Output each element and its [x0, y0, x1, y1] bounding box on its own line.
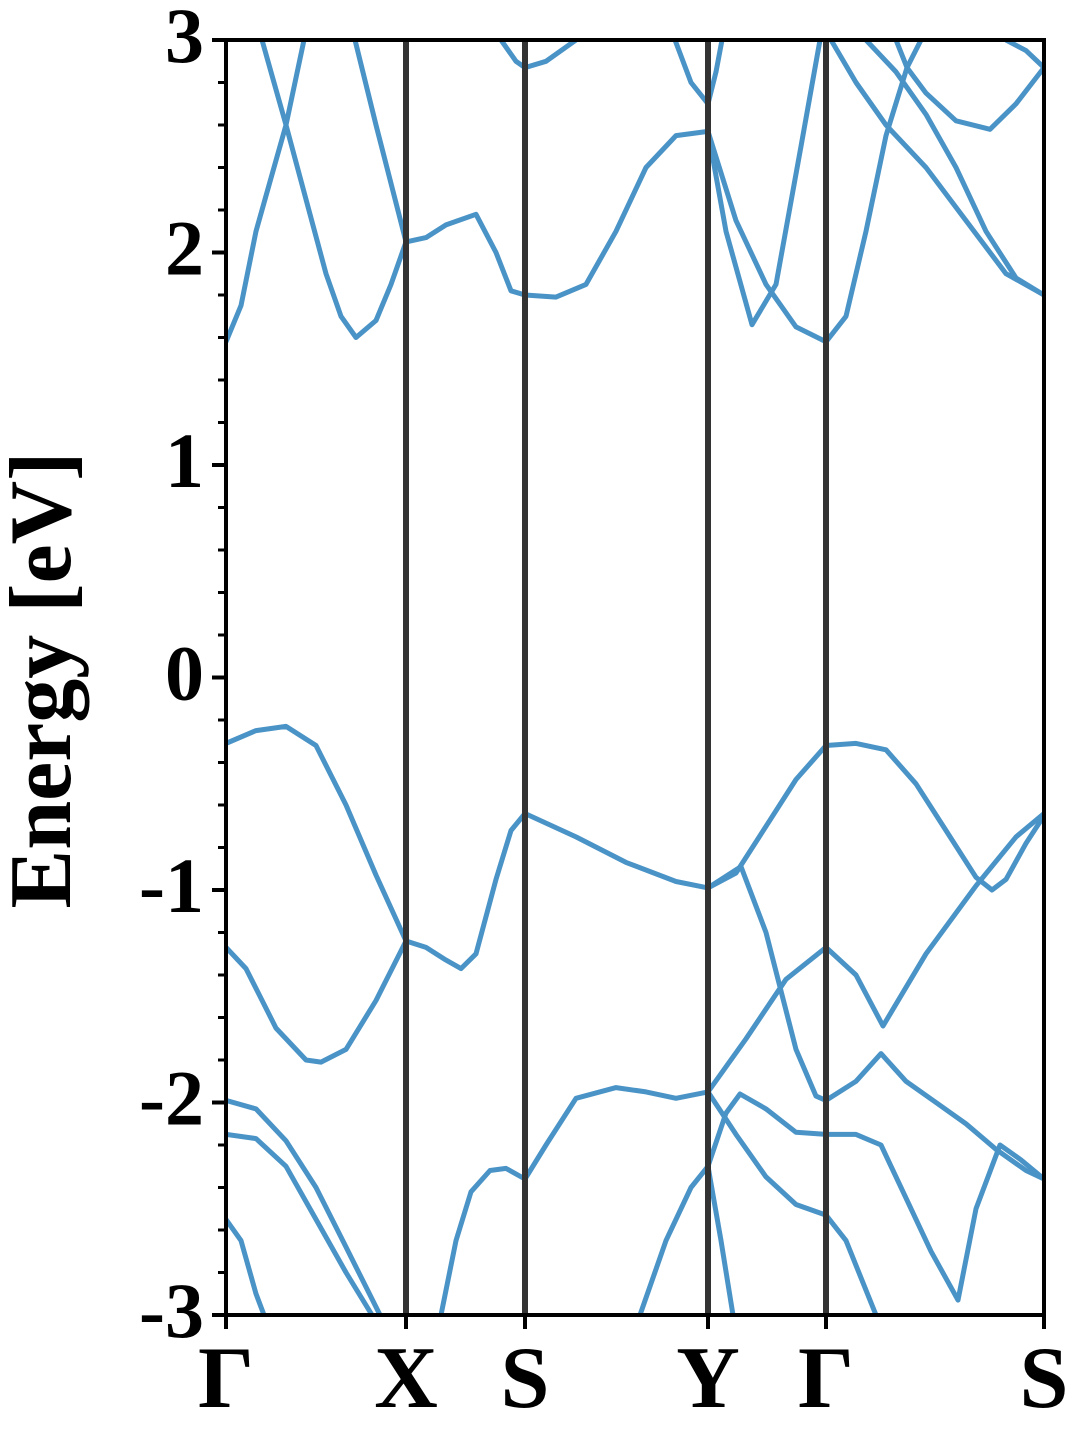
band-line: [226, 1097, 383, 1315]
x-tick-label: X: [374, 1330, 438, 1427]
x-tick-label: Y: [676, 1330, 740, 1427]
x-tick-label: S: [1020, 1330, 1069, 1427]
band-line: [705, 1165, 736, 1315]
band-line: [226, 723, 1044, 972]
x-tick-label: Γ: [798, 1330, 854, 1427]
band-line: [1004, 40, 1044, 70]
band-line: [226, 1131, 375, 1315]
band-line: [705, 40, 924, 345]
y-tick-label: -3: [139, 1267, 204, 1354]
band-line: [705, 40, 823, 328]
band-line: [226, 939, 409, 1065]
plot-area: [226, 40, 1044, 1315]
y-tick-label: 3: [165, 0, 204, 79]
band-line: [828, 40, 1044, 298]
band-line: [352, 40, 409, 243]
band-line: [637, 1091, 1044, 1315]
y-tick-label: 1: [165, 417, 204, 504]
band-line: [226, 1217, 267, 1315]
y-tick-label: 0: [165, 629, 204, 716]
y-tick-label: -1: [139, 842, 204, 929]
plot-frame: [224, 38, 1046, 1317]
x-tick-label: Γ: [198, 1330, 254, 1427]
band-line: [438, 811, 1044, 1315]
band-line: [672, 40, 725, 107]
band-line: [706, 864, 1044, 1182]
y-tick-label: 2: [165, 204, 204, 291]
band-line: [893, 40, 1044, 132]
band-line: [864, 40, 1044, 298]
band-line: [498, 40, 578, 71]
y-axis-label: Energy [eV]: [0, 452, 90, 909]
band-line: [705, 1090, 879, 1315]
x-tick-label: S: [501, 1330, 550, 1427]
y-tick-label: -2: [139, 1054, 204, 1141]
band-line: [259, 40, 709, 340]
band-line: [226, 40, 307, 343]
